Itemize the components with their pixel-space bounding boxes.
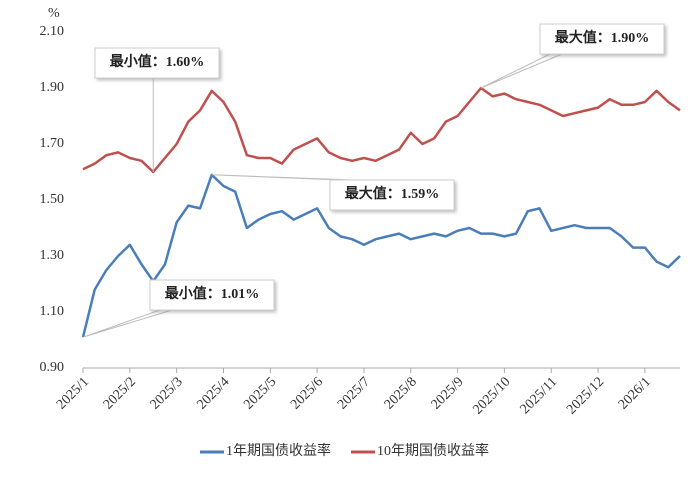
- x-tick-label: 2025/11: [518, 374, 561, 417]
- unit-label: %: [48, 6, 60, 21]
- callout-box: [329, 179, 455, 211]
- x-tick-label: 2025/10: [470, 374, 513, 417]
- line-series: [82, 86, 681, 174]
- y-tick-label: 1.50: [40, 192, 65, 207]
- y-tick-label: 1.90: [40, 80, 65, 95]
- callout-box: [94, 47, 220, 79]
- x-tick-label: 2026/1: [616, 374, 654, 412]
- callout-box: [149, 279, 275, 311]
- legend-label: 10年期国债收益率: [377, 442, 489, 459]
- x-tick-label: 2025/8: [382, 374, 420, 412]
- y-tick-label: 1.70: [40, 136, 65, 151]
- y-tick-label: 1.30: [40, 248, 65, 263]
- callout-leader: [211, 174, 353, 181]
- legend-label: 1年期国债收益率: [226, 442, 331, 459]
- x-tick-label: 2025/1: [54, 374, 92, 412]
- x-tick-label: 2025/2: [101, 374, 139, 412]
- y-tick-label: 1.10: [40, 304, 65, 319]
- x-tick-label: 2025/5: [241, 374, 279, 412]
- annotation: 最小值：1.60%: [110, 53, 205, 70]
- x-tick-label: 2025/12: [564, 374, 607, 417]
- x-tick-label: 2025/4: [194, 374, 232, 412]
- x-tick-label: 2025/7: [335, 374, 373, 412]
- callout-leader: [480, 53, 563, 89]
- y-tick-label: 0.90: [40, 360, 65, 375]
- y-tick-label: 2.10: [40, 24, 65, 39]
- x-tick-label: 2025/6: [288, 374, 326, 412]
- annotation: 最小值：1.01%: [165, 285, 260, 302]
- callout-leader: [82, 309, 173, 338]
- x-tick-label: 2025/9: [429, 374, 467, 412]
- line-series: [81, 173, 681, 338]
- annotation: 最大值：1.59%: [345, 185, 440, 202]
- annotation: 最大值：1.90%: [555, 29, 650, 46]
- x-tick-label: 2025/3: [148, 374, 186, 412]
- callout-box: [539, 23, 665, 55]
